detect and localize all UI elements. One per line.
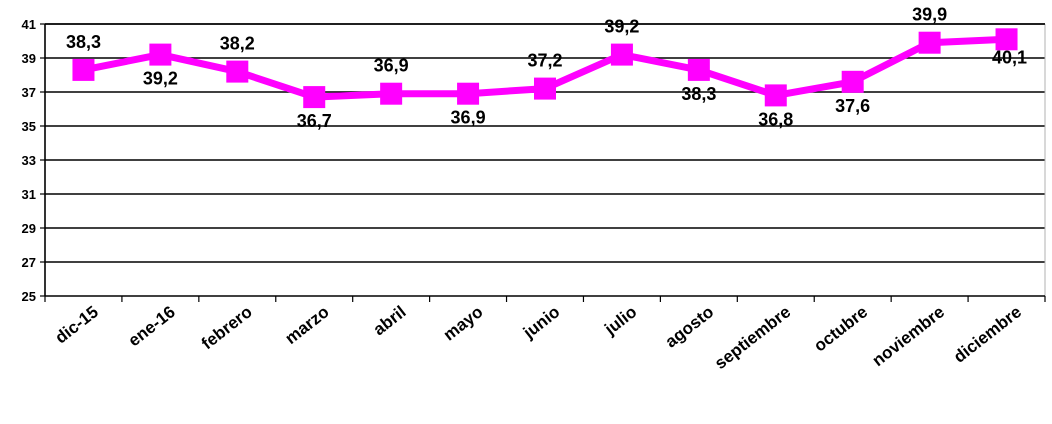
data-label: 36,9 [374, 56, 409, 76]
data-point-marker [841, 70, 864, 93]
y-tick-labels: 25 27 29 31 33 35 37 39 41 [22, 17, 36, 304]
y-tick-label: 33 [22, 153, 36, 168]
data-label: 40,1 [992, 47, 1027, 67]
x-tick-label: octubre [810, 302, 871, 355]
data-point-marker [303, 86, 326, 109]
data-label: 39,9 [912, 5, 947, 25]
x-tick-label: junio [519, 302, 563, 343]
y-tick-label: 29 [22, 221, 36, 236]
x-tick-label: mayo [440, 302, 487, 344]
data-label: 38,3 [681, 84, 716, 104]
x-tick-label: septiembre [711, 302, 794, 373]
y-tick-label: 31 [22, 187, 36, 202]
data-point-marker [995, 28, 1018, 51]
data-point-marker [226, 60, 249, 83]
x-tick-label: agosto [662, 302, 718, 351]
y-tick-label: 35 [22, 119, 36, 134]
y-tick-label: 27 [22, 255, 36, 270]
x-tick-label: dic-15 [52, 302, 102, 347]
data-point-marker [687, 58, 710, 81]
y-tick-label: 25 [22, 289, 36, 304]
data-point-marker [149, 43, 172, 66]
x-tick-label: abril [370, 302, 410, 339]
x-tick-label: ene-16 [125, 302, 179, 350]
data-point-marker [610, 43, 633, 66]
x-tick-labels: dic-15 ene-16 febrero marzo abril mayo junio ju… [52, 302, 1025, 373]
x-tick-label: febrero [198, 302, 256, 353]
x-tick-label: marzo [282, 302, 333, 348]
data-point-marker [457, 82, 480, 105]
data-label: 37,6 [835, 96, 870, 116]
data-label: 37,2 [527, 51, 562, 71]
x-tick-label: julio [600, 302, 640, 339]
y-tick-label: 37 [22, 85, 36, 100]
data-label: 36,7 [297, 111, 332, 131]
data-label: 38,3 [66, 32, 101, 52]
data-label: 36,9 [451, 108, 486, 128]
data-labels: 38,3 39,2 38,2 36,7 36,9 36,9 37,2 39,2 38,3 36,8… [66, 5, 1027, 131]
x-tick-label: diciembre [950, 302, 1025, 366]
data-label: 39,2 [143, 69, 178, 89]
data-point-marker [380, 82, 403, 105]
data-point-marker [764, 84, 787, 107]
data-point-marker [534, 77, 556, 100]
y-tick-label: 39 [22, 51, 36, 66]
y-tick-label: 41 [22, 17, 36, 32]
axes [40, 23, 1046, 302]
data-point-marker [72, 58, 95, 81]
data-label: 38,2 [220, 34, 255, 54]
series-group [72, 28, 1018, 109]
data-point-marker [918, 31, 941, 54]
data-label: 36,8 [758, 109, 793, 129]
x-tick-label: noviembre [869, 302, 948, 370]
data-label: 39,2 [604, 17, 639, 37]
